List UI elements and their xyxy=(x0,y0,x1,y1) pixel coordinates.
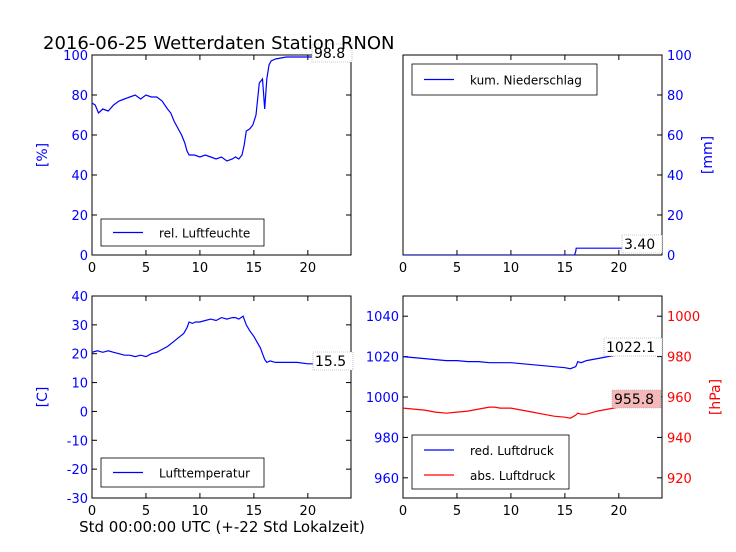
y-axis-label: [%] xyxy=(35,143,51,167)
value-label: 955.8 xyxy=(614,392,654,408)
y-tick-label: 0 xyxy=(667,249,675,264)
y-tick-label-right: 980 xyxy=(667,351,692,366)
x-tick-label: 10 xyxy=(503,504,520,519)
series-line-1 xyxy=(92,315,350,368)
legend-box xyxy=(411,434,570,490)
x-tick-label: 5 xyxy=(453,261,461,276)
y-tick-label-right: 960 xyxy=(667,391,692,406)
y-tick-label: 80 xyxy=(71,89,88,104)
series-line-2 xyxy=(403,404,661,419)
y-tick-label: 100 xyxy=(63,49,88,64)
y-tick-label: 60 xyxy=(71,129,88,144)
x-tick-label: 0 xyxy=(88,504,96,519)
x-tick-label: 10 xyxy=(192,261,209,276)
y-tick-label: 10 xyxy=(71,377,88,392)
legend-entry: abs. Luftdruck xyxy=(470,469,555,483)
x-tick-label: 10 xyxy=(503,261,520,276)
y-tick-label: -20 xyxy=(67,463,88,478)
y-tick-label: 0 xyxy=(80,249,88,264)
x-tick-label: 0 xyxy=(399,504,407,519)
x-tick-label: 0 xyxy=(88,261,96,276)
value-label-bg xyxy=(312,351,354,371)
value-label-bg xyxy=(621,234,663,254)
y-axis-label: [C] xyxy=(35,387,51,408)
y-tick-label: -30 xyxy=(67,492,88,507)
y-tick-label: 100 xyxy=(667,49,692,64)
y-tick-label: 20 xyxy=(71,209,88,224)
x-tick-label: 5 xyxy=(142,504,150,519)
value-label: 15.5 xyxy=(315,354,346,370)
x-tick-label: 15 xyxy=(246,504,263,519)
series-line-1 xyxy=(92,56,350,162)
y-tick-label-right: 920 xyxy=(667,472,692,487)
x-tick-label: 0 xyxy=(399,261,407,276)
panel-pressure: 0 5 10 15 20 960 980 1000 1020 1040 920 940 960 980 10… xyxy=(366,295,724,519)
y-tick-label: 980 xyxy=(374,431,399,446)
x-axis-label: Std 00:00:00 UTC (+-22 Std Lokalzeit) xyxy=(79,518,365,536)
y-tick-label: 960 xyxy=(374,472,399,487)
y-tick-label: 0 xyxy=(80,405,88,420)
panel-precipitation: 0 5 10 15 20 0 20 40 60 80 100 [mm] kum. Niederschla… xyxy=(399,49,716,276)
plot-frame xyxy=(91,54,352,256)
x-tick-label: 15 xyxy=(246,261,263,276)
series-line-1 xyxy=(403,247,661,255)
y-tick-label-right: 1000 xyxy=(667,310,700,325)
x-tick-label: 20 xyxy=(300,261,317,276)
plot-frame xyxy=(91,295,352,499)
x-tick-label: 10 xyxy=(192,504,209,519)
x-tick-label: 20 xyxy=(611,504,628,519)
value-label: 98.8 xyxy=(314,46,345,62)
panel-humidity: 0 5 10 15 20 0 20 40 60 80 100 [%] rel. Luftfeuchte 9… xyxy=(35,43,353,276)
x-tick-label: 20 xyxy=(611,261,628,276)
x-tick-label: 15 xyxy=(557,504,574,519)
y-tick-label: 30 xyxy=(71,319,88,334)
y-tick-label: -10 xyxy=(67,434,88,449)
value-label-bg xyxy=(603,337,663,357)
legend-entry: red. Luftdruck xyxy=(470,444,554,458)
y-tick-label: 40 xyxy=(71,290,88,305)
y-tick-label: 40 xyxy=(667,169,684,184)
legend-entry: kum. Niederschlag xyxy=(470,74,582,88)
y-axis-label: [mm] xyxy=(700,136,716,174)
figure-title: 2016-06-25 Wetterdaten Station RNON xyxy=(43,33,394,54)
x-tick-label: 15 xyxy=(557,261,574,276)
value-label-bg xyxy=(311,43,353,63)
y-axis-label: [hPa] xyxy=(708,379,724,415)
y-tick-label: 80 xyxy=(667,89,684,104)
value-label-bg xyxy=(611,389,662,409)
value-label: 1022.1 xyxy=(606,340,655,356)
y-tick-label: 60 xyxy=(667,129,684,144)
x-tick-label: 20 xyxy=(300,504,317,519)
y-tick-label: 1020 xyxy=(366,351,399,366)
panel-temperature: 0 5 10 15 20 -30 -20 -10 0 10 20 30 40 [C] Lufttempera… xyxy=(35,290,354,519)
y-tick-label: 1040 xyxy=(366,310,399,325)
y-tick-label: 1000 xyxy=(366,391,399,406)
y-tick-label: 20 xyxy=(71,348,88,363)
y-tick-label: 20 xyxy=(667,209,684,224)
value-label: 3.40 xyxy=(624,237,655,253)
legend-entry: rel. Luftfeuchte xyxy=(159,227,250,241)
x-tick-label: 5 xyxy=(453,504,461,519)
y-tick-label-right: 940 xyxy=(667,431,692,446)
y-tick-label: 40 xyxy=(71,169,88,184)
legend-entry: Lufttemperatur xyxy=(159,467,250,481)
x-tick-label: 5 xyxy=(142,261,150,276)
